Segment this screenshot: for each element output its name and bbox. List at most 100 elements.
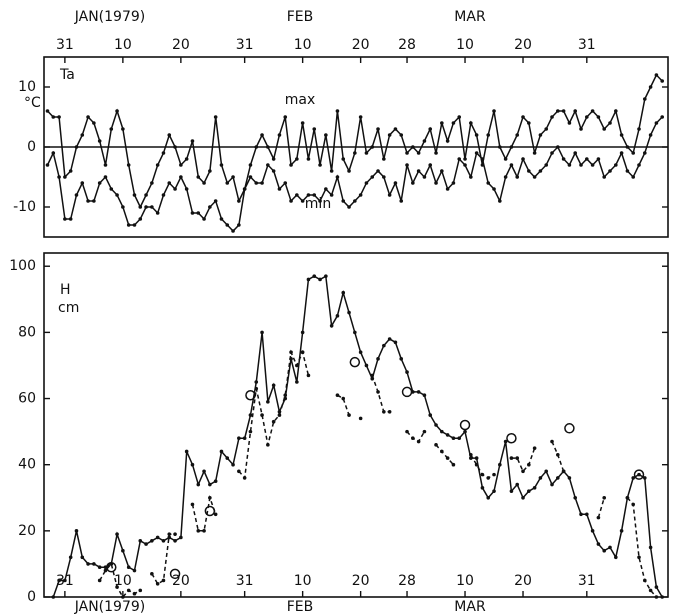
data-dot [416, 151, 421, 155]
data-dot [509, 456, 514, 460]
x-tick-label: 10 [114, 37, 132, 53]
data-dot [422, 139, 427, 143]
data-dot [266, 145, 270, 149]
data-dot [619, 529, 624, 533]
data-dot [289, 199, 293, 203]
data-dot [376, 169, 380, 173]
data-dot [68, 169, 73, 173]
data-dot [654, 585, 659, 589]
data-dot [428, 413, 433, 417]
data-dot [312, 274, 317, 278]
data-dot [364, 151, 369, 155]
data-dot [237, 469, 241, 474]
data-dot [358, 115, 363, 119]
data-dot [457, 436, 462, 441]
data-dot [295, 157, 299, 161]
data-dot [550, 115, 554, 119]
observation-circle [204, 505, 216, 517]
data-dot [637, 555, 641, 560]
data-dot [63, 217, 67, 221]
data-dot [480, 486, 485, 490]
data-dot [190, 502, 195, 507]
data-dot [364, 363, 369, 368]
data-dot [440, 169, 444, 173]
data-dot [399, 357, 404, 361]
data-dot [155, 581, 160, 586]
data-dot [602, 548, 607, 553]
y-tick-label: 60 [18, 391, 36, 407]
data-dot [202, 217, 206, 221]
data-dot [324, 274, 328, 278]
data-dot [242, 436, 247, 441]
data-dot [556, 452, 560, 457]
data-dot [399, 199, 404, 203]
data-dot [405, 163, 409, 167]
data-dot [80, 133, 85, 137]
data-dot [179, 175, 183, 179]
data-dot [463, 157, 467, 161]
data-dot [347, 413, 351, 417]
data-dot [608, 545, 612, 550]
data-dot [155, 163, 160, 167]
data-dot [329, 169, 334, 173]
data-dot [567, 121, 572, 125]
x-tick-label: 20 [352, 573, 370, 589]
data-dot [440, 449, 444, 454]
series-line [46, 73, 663, 209]
data-dot [393, 127, 398, 131]
data-dot [161, 193, 166, 197]
x-tick-label: 10 [114, 573, 132, 589]
data-dot [382, 157, 386, 161]
data-dot [300, 121, 305, 125]
data-dot [45, 163, 50, 167]
data-dot [567, 476, 572, 480]
data-dot [173, 187, 177, 191]
observation-circle [459, 419, 471, 431]
data-dot [358, 193, 363, 197]
data-dot [527, 121, 531, 125]
data-dot [358, 416, 363, 421]
data-dot [614, 555, 618, 560]
month-label: MAR [454, 9, 486, 25]
data-dot [405, 429, 409, 434]
data-dot [416, 439, 421, 444]
data-dot [445, 433, 450, 437]
data-dot [648, 588, 653, 593]
data-dot [271, 419, 276, 424]
data-dot [51, 595, 56, 599]
data-dot [474, 151, 479, 155]
data-dot [619, 133, 624, 137]
data-dot [306, 373, 311, 378]
data-dot [509, 145, 514, 149]
data-dot [451, 121, 456, 125]
data-dot [341, 396, 346, 401]
data-dot [445, 139, 450, 143]
y-axis-unit: °C [24, 95, 41, 111]
data-dot [173, 538, 177, 543]
data-dot [126, 223, 131, 227]
data-dot [173, 145, 177, 149]
data-dot [179, 163, 183, 167]
data-dot [167, 181, 172, 185]
data-dot [109, 187, 114, 191]
data-dot [451, 436, 456, 441]
data-dot [329, 193, 334, 197]
data-dot [260, 133, 264, 137]
data-dot [300, 199, 305, 203]
data-dot [161, 578, 166, 583]
data-dot [51, 115, 56, 119]
data-dot [277, 187, 282, 191]
data-dot [399, 133, 404, 137]
data-dot [619, 151, 624, 155]
y-axis-unit: cm [58, 300, 79, 316]
data-dot [364, 181, 369, 185]
data-dot [550, 439, 554, 444]
data-dot [161, 151, 166, 155]
x-tick-label: 28 [398, 573, 416, 589]
data-dot [184, 157, 189, 161]
data-dot [271, 383, 276, 388]
data-dot [509, 489, 514, 493]
data-dot [341, 157, 346, 161]
data-dot [68, 555, 73, 560]
data-dot [86, 199, 90, 203]
